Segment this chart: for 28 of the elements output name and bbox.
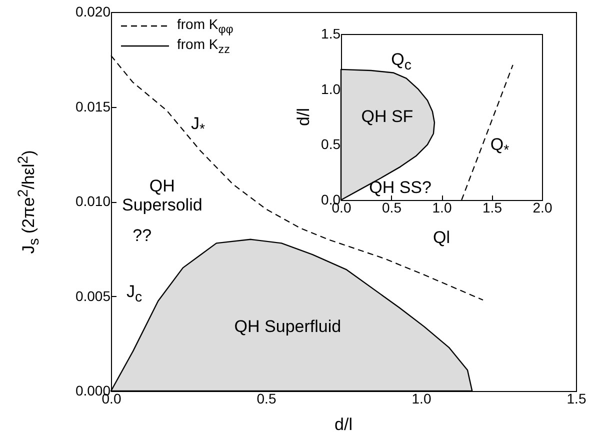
annotation: ?? [132,226,152,246]
y-tick-label: 1.5 [321,26,341,42]
annotation: J$_{c}$ [126,282,142,306]
y-tick-label: 0.5 [321,136,341,152]
x-tick-label: 1.0 [412,390,432,406]
x-tick-label: 1.0 [432,200,452,216]
x-axis-title: Ql [433,228,450,248]
y-tick-label: 0.015 [75,98,111,114]
annotation: QH SF [361,107,414,127]
annotation: QH Supersolid [122,176,202,216]
x-tick-label: 2.0 [532,200,552,216]
x-tick-label: 0.5 [256,390,276,406]
y-tick-label: 0.005 [75,288,111,304]
y-tick-label: 1.0 [321,80,341,97]
y-axis-title: d/l [294,108,314,126]
legend-label: from K$_{φφ}$ [177,16,234,36]
x-axis-title: d/l [334,415,352,435]
x-tick-label: 1.5 [566,390,586,406]
annotation: QH SS? [369,178,432,198]
annotation: J$_{*}$ [190,114,205,138]
y-tick-label: 0.020 [75,4,111,20]
x-tick-label: 0.5 [382,200,402,216]
x-tick-label: 1.5 [482,200,502,216]
y-tick-label: 0.010 [75,193,111,209]
annotation: Q$_{c}$ [391,50,412,74]
legend-label: from K$_{zz}$ [177,36,230,56]
annotation: QH Superfluid [234,316,342,336]
annotation: Q$_{*}$ [490,135,510,159]
